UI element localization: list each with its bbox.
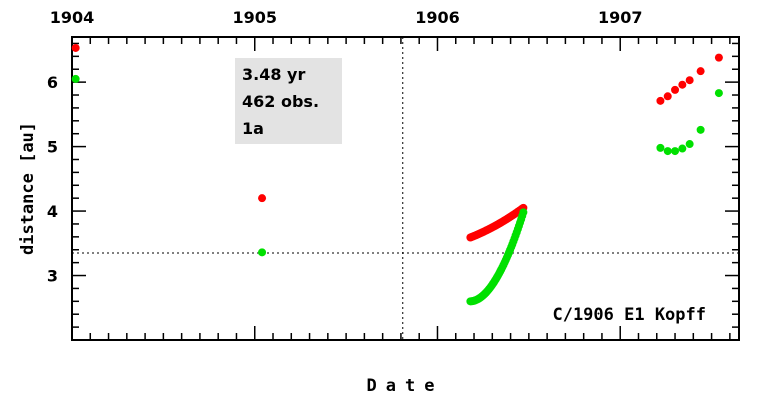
red-point xyxy=(71,43,80,52)
y-tick-label: 4 xyxy=(47,202,58,221)
info-box: 3.48 yr 462 obs. 1a xyxy=(235,58,342,144)
green-point xyxy=(671,147,680,156)
object-label: C/1906 E1 Kopff xyxy=(552,305,706,325)
green-point xyxy=(696,125,705,134)
green-point xyxy=(685,140,694,149)
green-point xyxy=(656,143,665,152)
red-point xyxy=(696,67,705,76)
red-point xyxy=(678,80,687,89)
x-axis-label: Date xyxy=(367,376,444,396)
green-point xyxy=(678,144,687,153)
green-point xyxy=(714,89,723,98)
info-observations: 462 obs. xyxy=(242,92,319,111)
plot-frame xyxy=(71,36,740,341)
y-axis-label: distance [au] xyxy=(18,122,38,255)
x-tick-label: 1904 xyxy=(50,8,95,27)
x-tick-label: 1905 xyxy=(232,8,277,27)
green-point xyxy=(519,208,528,217)
y-tick-label: 5 xyxy=(47,138,58,157)
red-point xyxy=(656,96,665,105)
tick-marks xyxy=(71,37,739,340)
data-points xyxy=(71,43,723,306)
red-point xyxy=(258,194,267,203)
green-point xyxy=(258,248,267,257)
y-tick-label: 3 xyxy=(47,267,58,286)
info-box-background xyxy=(235,58,342,144)
info-class: 1a xyxy=(242,119,264,138)
tick-labels: 1904 1905 1906 1907 3 4 5 6 xyxy=(47,8,643,286)
red-point xyxy=(714,53,723,62)
red-point xyxy=(685,76,694,85)
red-point xyxy=(671,85,680,94)
green-point xyxy=(663,147,672,156)
info-span: 3.48 yr xyxy=(242,65,305,84)
y-tick-label: 6 xyxy=(47,73,58,92)
x-tick-label: 1906 xyxy=(415,8,460,27)
red-point xyxy=(663,92,672,101)
x-tick-label: 1907 xyxy=(598,8,643,27)
green-point xyxy=(71,74,80,83)
